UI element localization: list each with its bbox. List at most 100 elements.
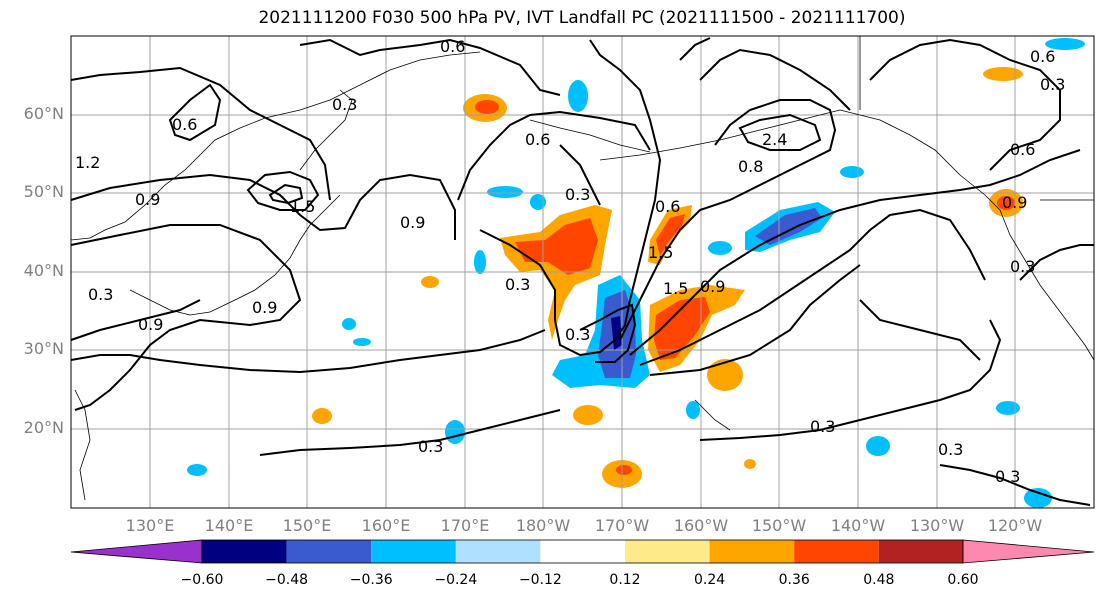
colorbar-segment xyxy=(540,540,625,563)
small-patch xyxy=(568,80,588,112)
positive-anomaly-core xyxy=(515,218,598,275)
contour-label: 0.6 xyxy=(1010,140,1035,159)
negative-band-core xyxy=(755,208,822,245)
small-patch xyxy=(475,100,499,114)
contour-label: 0.3 xyxy=(332,95,357,114)
contour-label: 1.5 xyxy=(648,243,673,262)
colorbar-segment xyxy=(371,540,456,563)
colorbar-tick-label: 0.24 xyxy=(694,572,726,588)
colorbar xyxy=(70,539,1095,564)
small-patch xyxy=(707,359,743,391)
contour-label: 0.9 xyxy=(138,315,163,334)
contour-line xyxy=(457,110,651,201)
north-america-west xyxy=(999,209,1095,361)
lat-label: 20°N xyxy=(23,418,64,437)
lon-label: 120°W xyxy=(987,516,1043,535)
lon-label: 130°W xyxy=(909,516,965,535)
contour-label: 0.3 xyxy=(1010,257,1035,276)
kamchatka xyxy=(299,89,353,171)
small-patch xyxy=(983,67,1023,81)
positive-anomaly-north-core xyxy=(656,214,685,256)
colorbar-border xyxy=(201,539,964,564)
colorbar-tick-label: 0.36 xyxy=(778,572,810,588)
contour-label: 0.3 xyxy=(810,417,835,436)
contour-label: 1.2 xyxy=(75,153,100,172)
contour-label: 0.6 xyxy=(172,115,197,134)
small-patch xyxy=(1024,488,1052,508)
lon-label: 130°E xyxy=(125,516,175,535)
lat-label: 60°N xyxy=(23,104,64,123)
colorbar-tick-label: −0.36 xyxy=(349,572,393,588)
contour-label: 0.3 xyxy=(88,285,113,304)
contour-line xyxy=(679,37,711,61)
small-patch xyxy=(353,338,371,346)
small-patch xyxy=(996,401,1020,415)
colorbar-tick-label: −0.12 xyxy=(518,572,562,588)
small-patch xyxy=(312,408,332,424)
contour-line xyxy=(619,99,837,341)
small-patch xyxy=(421,276,439,288)
small-patch xyxy=(840,166,864,178)
contour-line xyxy=(559,144,601,206)
small-patch xyxy=(686,401,700,419)
contour-line xyxy=(699,48,851,111)
colorbar-tick-label: −0.24 xyxy=(434,572,478,588)
contour-line xyxy=(649,264,861,376)
contour-label: 0.9 xyxy=(135,190,160,209)
colorbar-segment xyxy=(455,540,541,563)
colorbar-extend-high xyxy=(962,539,1095,564)
colorbar-segment xyxy=(202,540,287,563)
small-patch xyxy=(744,459,756,469)
small-patch xyxy=(445,420,465,444)
colorbar-tick-label: 0.48 xyxy=(863,572,895,588)
contour-label: 0.3 xyxy=(938,440,963,459)
contour-line xyxy=(629,149,1081,356)
small-patch xyxy=(616,465,632,475)
contour-label: 0.9 xyxy=(400,213,425,232)
contour-label: 0.6 xyxy=(655,197,680,216)
small-patch xyxy=(530,194,546,210)
colorbar-tick-label: 0.12 xyxy=(609,572,641,588)
contour-label: 0.9 xyxy=(1002,193,1027,212)
contour-label: 0.3 xyxy=(995,467,1020,486)
contour-label: 0.3 xyxy=(565,325,590,344)
contour-label: 0.3 xyxy=(418,437,443,456)
contour-line xyxy=(939,464,1091,506)
small-patch xyxy=(573,405,603,425)
contour-line xyxy=(70,66,331,201)
lon-label: 160°W xyxy=(673,516,729,535)
colorbar-segment xyxy=(286,540,372,563)
contour-line xyxy=(70,329,546,374)
lat-label: 40°N xyxy=(23,261,64,280)
contour-line xyxy=(168,83,222,142)
lon-label: 170°E xyxy=(440,516,490,535)
contour-line xyxy=(479,39,662,357)
contour-label: 0.6 xyxy=(525,130,550,149)
small-patch xyxy=(1045,38,1085,50)
small-patch xyxy=(474,250,486,274)
contour-label: 0.3 xyxy=(565,185,590,204)
lon-label: 160°E xyxy=(361,516,411,535)
colorbar-segment xyxy=(709,540,795,563)
hawaii xyxy=(694,399,731,431)
lon-label: 150°E xyxy=(282,516,332,535)
contour-line xyxy=(70,173,456,240)
contour-line xyxy=(859,299,981,361)
lon-label: 150°W xyxy=(751,516,807,535)
aleutians xyxy=(529,119,651,153)
colorbar-tick-label: −0.60 xyxy=(180,572,224,588)
contour-line xyxy=(268,183,304,205)
small-patch xyxy=(708,241,732,255)
positive-dipole-core xyxy=(654,297,710,360)
contour-line xyxy=(699,319,1002,441)
contour-label: 0.3 xyxy=(1040,75,1065,94)
small-patch xyxy=(997,196,1015,210)
contour-label: 1.5 xyxy=(290,197,315,216)
lon-label: 140°W xyxy=(830,516,886,535)
contour-label: 1.5 xyxy=(663,279,688,298)
lat-label: 30°N xyxy=(23,339,64,358)
colorbar-tick-label: −0.48 xyxy=(265,572,309,588)
contour-label: 0.9 xyxy=(252,298,277,317)
philippines xyxy=(74,389,91,501)
